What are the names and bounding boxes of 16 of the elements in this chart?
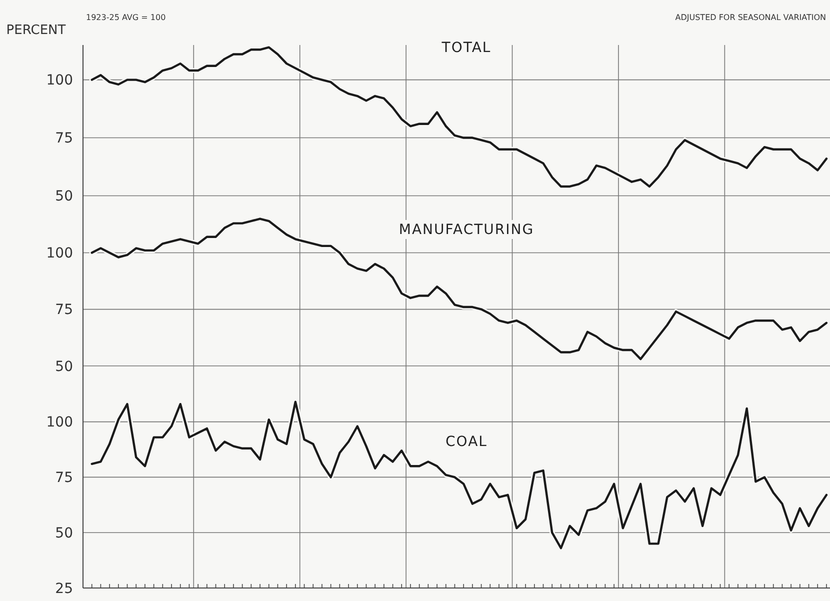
text: MANUFACTURING	[398, 222, 534, 238]
y-tick-label: 50	[55, 188, 73, 205]
y-tick-label: 75	[55, 470, 73, 486]
text: ADJUSTED FOR SEASONAL VARIATION	[675, 13, 826, 22]
y-tick-label: 50	[55, 526, 73, 542]
text: 1923-25 AVG = 100	[86, 13, 166, 22]
y-tick-label: 75	[55, 302, 73, 318]
y-tick-label: 100	[46, 246, 73, 262]
chart-title: TOTAL	[440, 40, 492, 56]
y-tick-label: 100	[46, 72, 73, 89]
y-tick-label: 50	[55, 358, 73, 375]
text: COAL	[446, 434, 488, 450]
y-tick-label: 75	[55, 130, 73, 147]
y-tick-label: 25	[55, 580, 73, 597]
y-axis-title: PERCENT	[6, 23, 66, 38]
y-tick-label: 100	[46, 414, 73, 431]
